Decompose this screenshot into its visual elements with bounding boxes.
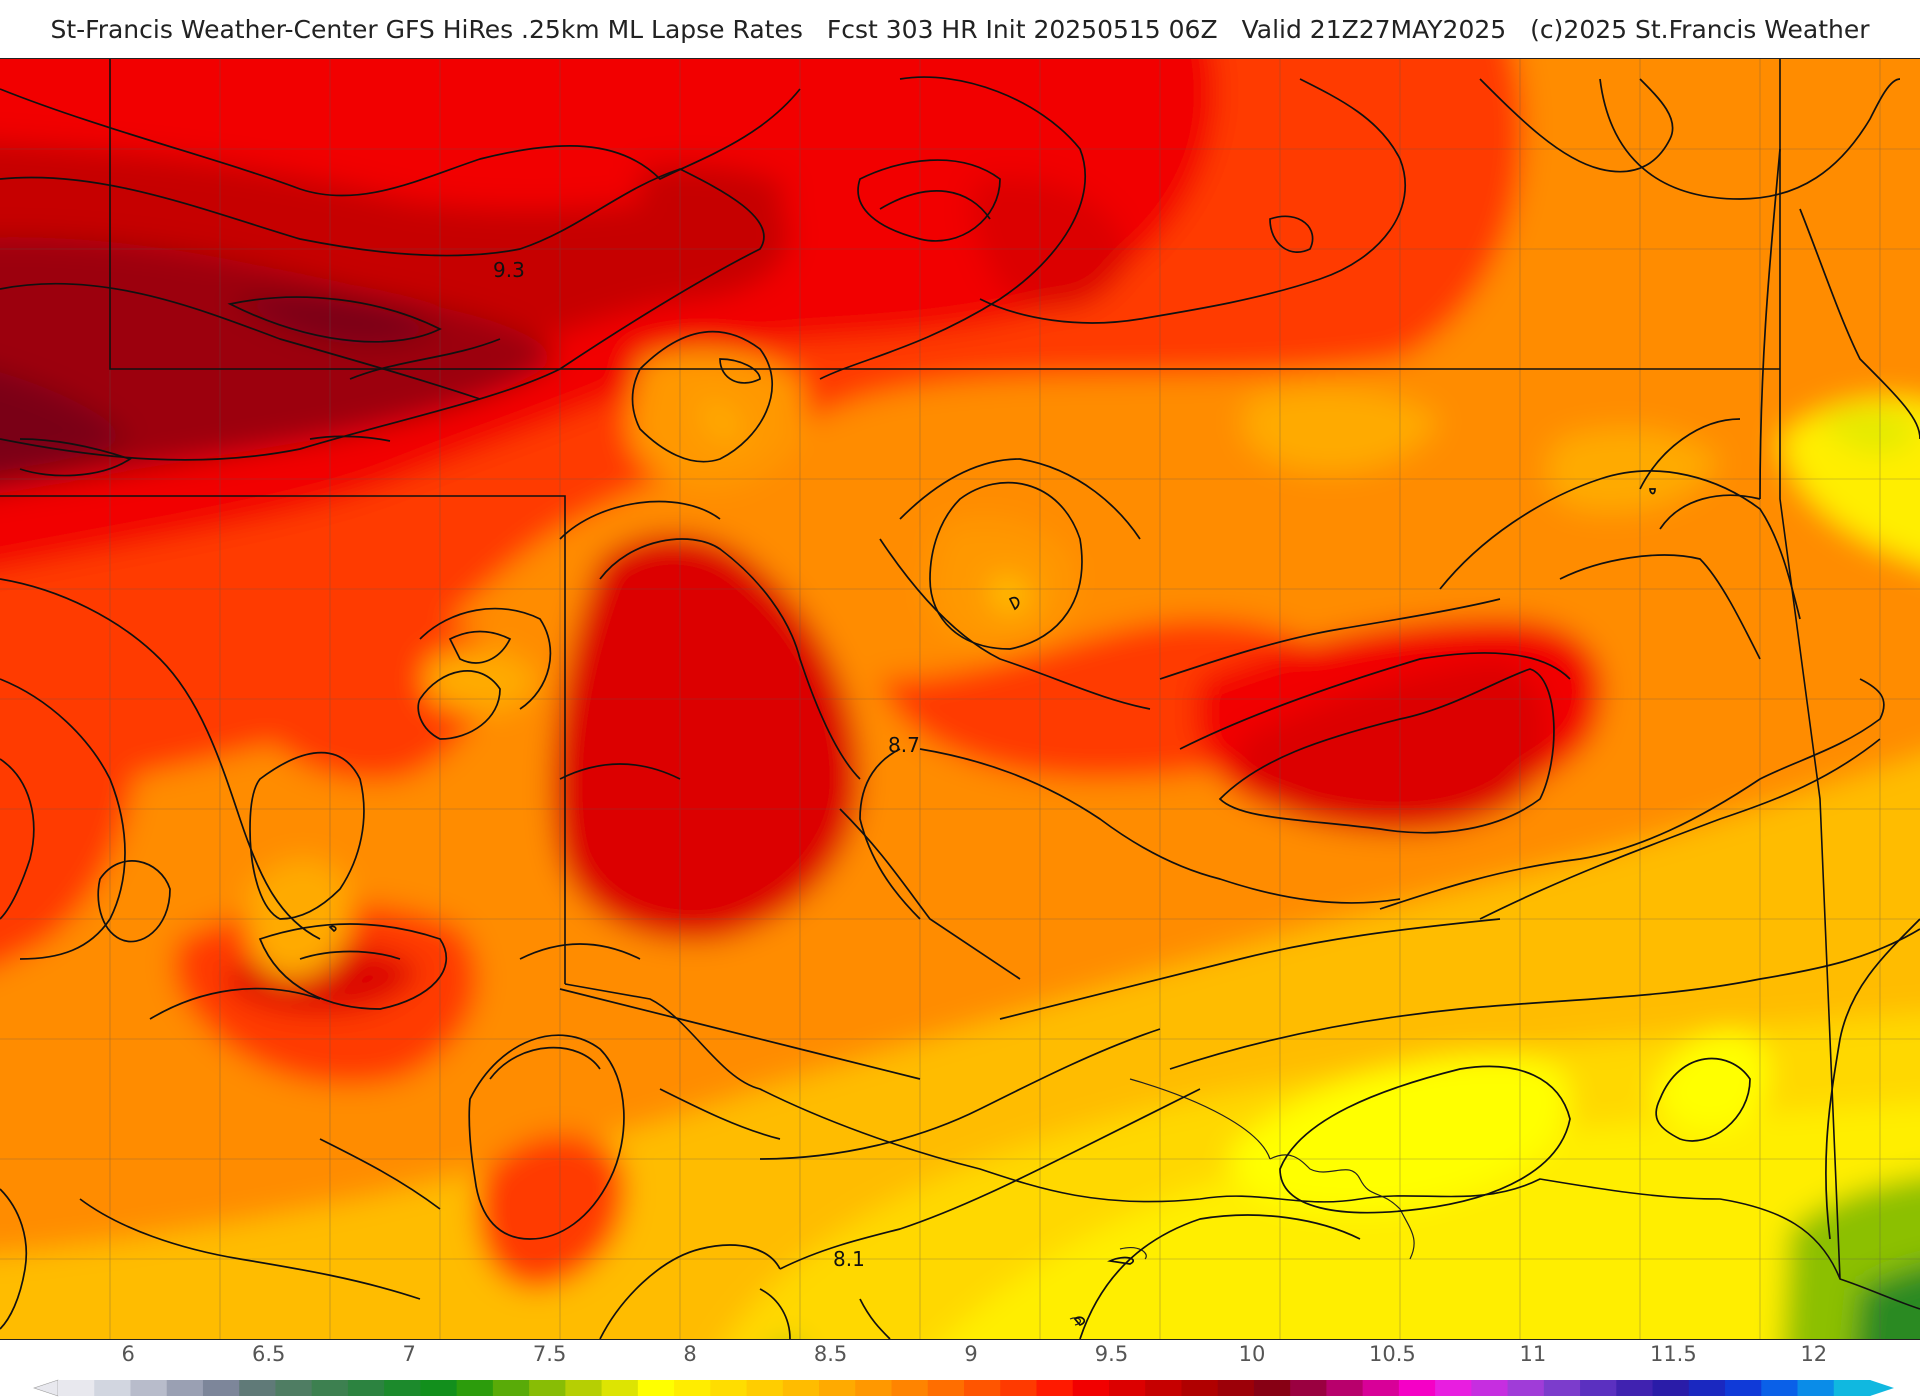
colorbar-ramp — [33, 1379, 1894, 1397]
contour-labels: 9.3 8.7 8.1 — [493, 258, 920, 1271]
colorbar-swatch — [1652, 1380, 1690, 1396]
lapse-rate-contours — [0, 76, 1920, 1339]
colorbar-swatch — [275, 1380, 313, 1396]
colorbar-swatch — [1326, 1380, 1364, 1396]
colorbar-tick-label: 8.5 — [813, 1342, 848, 1366]
colorbar-swatch — [1688, 1380, 1726, 1396]
colorbar-swatch — [1833, 1380, 1871, 1396]
colorbar-swatch — [1543, 1380, 1581, 1396]
contour-label-8.1: 8.1 — [833, 1247, 865, 1271]
colorbar-tick-label: 12 — [1800, 1342, 1828, 1366]
colorbar-swatch — [637, 1380, 675, 1396]
colorbar-swatch — [855, 1380, 893, 1396]
colorbar-swatch — [674, 1380, 711, 1396]
colorbar-swatch — [529, 1380, 566, 1396]
colorbar-swatch — [202, 1380, 240, 1396]
colorbar-swatch — [1253, 1380, 1291, 1396]
colorbar-swatch — [311, 1380, 349, 1396]
colorbar-swatch — [819, 1380, 856, 1396]
colorbar-swatch — [1072, 1380, 1110, 1396]
colorbar-tick-label: 6.5 — [251, 1342, 286, 1366]
colorbar-swatch — [58, 1380, 95, 1396]
title-valid: Valid 21Z27MAY2025 — [1241, 14, 1507, 44]
colorbar-tick-label: 8 — [683, 1342, 697, 1366]
colorbar-swatch — [130, 1380, 168, 1396]
colorbar-swatch — [601, 1380, 639, 1396]
colorbar-tick-label: 11.5 — [1649, 1342, 1697, 1366]
colorbar-swatch — [347, 1380, 385, 1396]
state-borders — [0, 59, 1920, 1310]
contour-label-9.3: 9.3 — [493, 258, 525, 282]
colorbar-tick-label: 9.5 — [1094, 1342, 1129, 1366]
colorbar-swatch — [456, 1380, 494, 1396]
contour-label-8.7: 8.7 — [888, 733, 920, 757]
colorbar-arrow-high — [1870, 1380, 1894, 1396]
colorbar-swatch — [710, 1380, 748, 1396]
colorbar-swatch — [565, 1380, 603, 1396]
colorbar-swatch — [1290, 1380, 1327, 1396]
colorbar-tick-label: 10.5 — [1369, 1342, 1416, 1366]
colorbar-swatch — [964, 1380, 1001, 1396]
colorbar-swatch — [1108, 1380, 1146, 1396]
colorbar-tick-label: 6 — [121, 1342, 135, 1366]
colorbar-swatch — [166, 1380, 204, 1396]
colorbar-swatch — [1761, 1380, 1799, 1396]
title-copyright: (c)2025 St.Francis Weather — [1530, 14, 1870, 44]
river-lines — [1069, 1078, 1415, 1326]
colorbar-swatch — [94, 1380, 131, 1396]
colorbar-swatch — [1616, 1380, 1654, 1396]
colorbar-swatch — [782, 1380, 820, 1396]
colorbar-swatch — [891, 1380, 929, 1396]
colorbar-swatch — [420, 1380, 458, 1396]
colorbar-tick-label: 9 — [964, 1342, 978, 1366]
colorbar-swatch — [384, 1380, 421, 1396]
color-fill-field — [0, 59, 1920, 1339]
colorbar-tick-label: 10 — [1238, 1342, 1266, 1366]
colorbar-swatch — [1217, 1380, 1255, 1396]
title-source: St-Francis Weather-Center GFS HiRes .25k… — [50, 14, 803, 44]
county-borders — [0, 59, 1920, 1339]
colorbar-swatch — [1797, 1380, 1835, 1396]
lapse-rate-map: 9.3 8.7 8.1 — [0, 59, 1920, 1339]
colorbar-swatch — [1362, 1380, 1400, 1396]
colorbar-swatch — [1181, 1380, 1219, 1396]
colorbar-arrow-low — [33, 1379, 59, 1397]
colorbar-swatch — [927, 1380, 965, 1396]
colorbar-tick-label: 7.5 — [532, 1342, 567, 1366]
colorbar-swatch — [492, 1380, 530, 1396]
colorbar-swatch — [1145, 1380, 1182, 1396]
colorbar: 6 6.5 7 7.5 8 8.5 9 9.5 10 10.5 11 11.5 12 — [0, 1340, 1920, 1400]
colorbar-swatch — [1580, 1380, 1617, 1396]
title-forecast: Fcst 303 HR Init 20250515 06Z — [826, 14, 1218, 44]
colorbar-swatch — [239, 1380, 276, 1396]
colorbar-tick-label: 11 — [1519, 1342, 1547, 1366]
colorbar-swatch — [1471, 1380, 1509, 1396]
map-panel: 9.3 8.7 8.1 — [0, 58, 1920, 1340]
title-bar: St-Francis Weather-Center GFS HiRes .25k… — [0, 0, 1920, 58]
colorbar-swatch — [1507, 1380, 1545, 1396]
colorbar-swatch — [1036, 1380, 1074, 1396]
colorbar-swatch — [1725, 1380, 1762, 1396]
colorbar-swatch — [1435, 1380, 1472, 1396]
colorbar-swatch — [746, 1380, 784, 1396]
colorbar-tick-label: 7 — [402, 1342, 416, 1366]
colorbar-swatch — [1398, 1380, 1436, 1396]
colorbar-swatch — [1000, 1380, 1037, 1396]
